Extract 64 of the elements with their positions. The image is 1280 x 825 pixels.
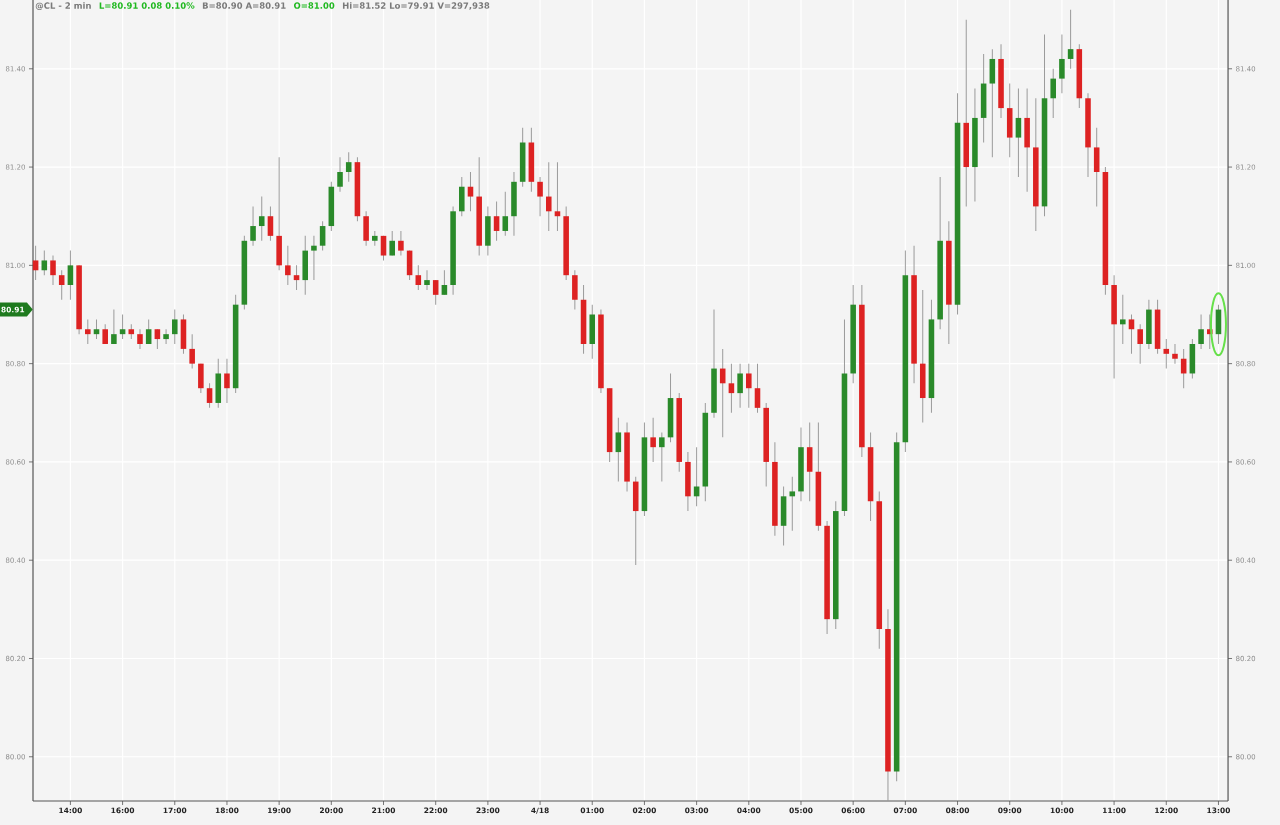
candlestick xyxy=(50,255,56,286)
candlestick xyxy=(389,230,395,257)
annotation: B=80.90 A=80.91 xyxy=(202,2,286,9)
candlestick xyxy=(1059,33,1065,94)
candlestick xyxy=(171,309,178,345)
candlestick xyxy=(545,161,552,232)
annotation: L=80.91 0.08 0.10% xyxy=(99,2,195,9)
candlestick xyxy=(1128,314,1135,355)
candlestick xyxy=(467,171,474,212)
candlestick xyxy=(154,328,161,350)
candlestick xyxy=(250,205,256,247)
candlestick xyxy=(1067,9,1074,70)
candlestick xyxy=(137,328,143,350)
candlestick xyxy=(1120,294,1126,345)
candlestick xyxy=(93,318,100,340)
candlestick xyxy=(285,245,291,286)
candlestick xyxy=(319,220,326,252)
candlestick xyxy=(493,200,500,242)
candlestick xyxy=(189,333,195,370)
candlestick xyxy=(537,176,543,217)
candlestick xyxy=(502,191,509,237)
candlestick xyxy=(67,250,74,301)
candlestick xyxy=(58,269,65,301)
candlestick xyxy=(398,230,404,257)
candlestick xyxy=(737,363,743,409)
candlestick xyxy=(102,323,108,345)
candlestick xyxy=(111,309,117,345)
candlestick xyxy=(424,269,430,291)
chart-title: @CL - 2 min xyxy=(35,2,91,11)
candlestick xyxy=(258,196,265,242)
candlestick xyxy=(1198,314,1204,350)
candlestick xyxy=(441,269,448,296)
candlestick xyxy=(789,476,796,532)
candlestick xyxy=(337,156,343,193)
candlestick xyxy=(1050,68,1056,119)
annotation: Hi=81.52 Lo=79.91 V=297,938 xyxy=(342,2,490,10)
candlestick xyxy=(32,245,39,281)
candlestick xyxy=(1172,343,1178,365)
candlestick xyxy=(754,363,761,414)
candlestick xyxy=(41,250,48,276)
annotation: O=81.00 xyxy=(293,2,335,9)
candlestick xyxy=(206,382,213,409)
candlestick xyxy=(615,417,622,483)
candlestick xyxy=(1137,323,1143,365)
candlestick xyxy=(415,264,422,291)
candlestick xyxy=(554,161,561,232)
candlestick xyxy=(267,205,274,242)
candlestick xyxy=(119,314,126,340)
candlestick xyxy=(224,358,230,404)
candlestick xyxy=(85,318,91,345)
candlestick xyxy=(311,235,317,281)
candlestick xyxy=(693,446,700,507)
candlestick xyxy=(163,328,169,345)
candlestick xyxy=(145,318,152,345)
candlestick xyxy=(746,363,752,409)
candlestick xyxy=(293,264,300,291)
candlestick xyxy=(1015,87,1022,178)
candlestick xyxy=(728,363,735,414)
candlestick xyxy=(432,279,439,306)
candlestick xyxy=(650,417,656,463)
candlestick xyxy=(380,235,387,261)
candlestick xyxy=(1163,338,1170,370)
candlestick xyxy=(659,431,665,483)
candlestick xyxy=(345,151,352,183)
